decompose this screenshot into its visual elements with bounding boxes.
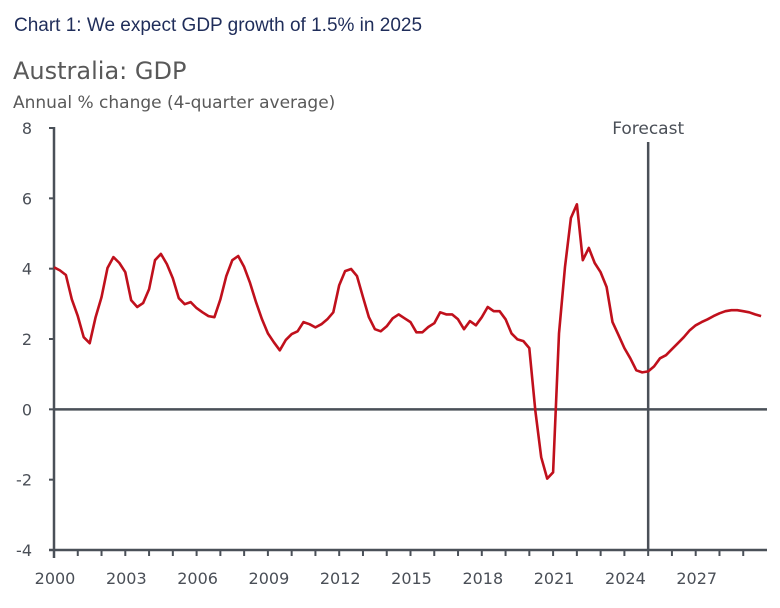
series-lines	[53, 203, 762, 480]
y-tick-label: 8	[22, 119, 32, 138]
y-axis-label: Annual % change (4-quarter average)	[13, 93, 335, 113]
forecast-label: Forecast	[612, 119, 684, 139]
x-tick-label: 2015	[391, 569, 432, 588]
x-tick-label: 2003	[106, 569, 147, 588]
x-tick-label: 2000	[35, 569, 76, 588]
x-tick-label: 2018	[462, 569, 503, 588]
x-tick-label: 2021	[534, 569, 575, 588]
y-tick-label: -2	[16, 471, 32, 490]
y-tick-labels: 8 6 4 2 0 -2 -4	[16, 119, 32, 560]
forecast-marker: Forecast	[612, 119, 684, 550]
x-tick-label: 2012	[320, 569, 361, 588]
chart-title: Australia: GDP	[13, 57, 186, 85]
y-tick-label: 2	[22, 330, 32, 349]
x-tick-label: 2006	[177, 569, 218, 588]
axes	[49, 127, 767, 558]
y-tick-label: 4	[22, 260, 32, 279]
x-tick-label: 2009	[249, 569, 290, 588]
chart-header: Chart 1: We expect GDP growth of 1.5% in…	[14, 15, 422, 36]
gdp-series-line	[53, 203, 762, 480]
x-tick-label: 2024	[605, 569, 646, 588]
y-tick-label: -4	[16, 541, 32, 560]
y-tick-label: 0	[22, 400, 32, 419]
x-tick-label: 2027	[676, 569, 717, 588]
y-tick-label: 6	[22, 189, 32, 208]
x-tick-labels: 2000 2003 2006 2009 2012 2015 2018 2021 2024 2027	[35, 569, 717, 588]
